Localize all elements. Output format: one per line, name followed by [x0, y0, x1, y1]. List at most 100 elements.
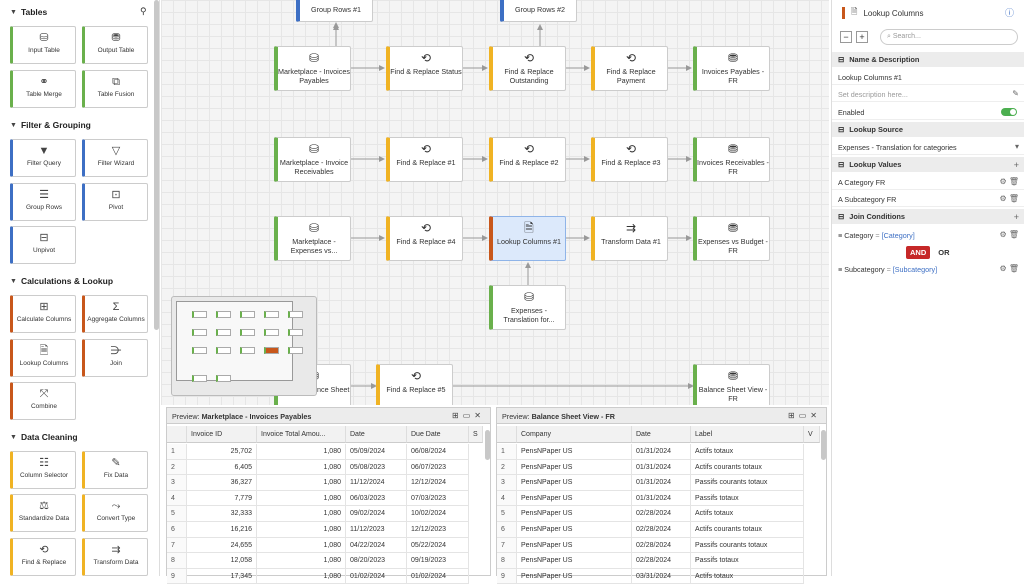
- tool-aggregate-columns[interactable]: Σ Aggregate Columns: [82, 295, 148, 333]
- section-lookup-source[interactable]: ⊟ Lookup Source: [832, 122, 1024, 137]
- column-header[interactable]: S: [469, 426, 483, 443]
- add-condition-icon[interactable]: +: [1013, 211, 1019, 222]
- table-cell: 05/22/2024: [407, 537, 469, 554]
- panel-search-input[interactable]: ⌕ Search...: [880, 29, 1018, 45]
- add-value-icon[interactable]: +: [1013, 159, 1019, 170]
- chevron-down-icon: ▾: [1014, 142, 1019, 151]
- lookup-value-row[interactable]: A Category FR ⚙ 🗑: [832, 174, 1024, 190]
- preview-right-header: Preview: Balance Sheet View - FR ⊞▭✕: [497, 408, 826, 424]
- node-balance-sheet-view-fr[interactable]: ⛃ Balance Sheet View - FR: [693, 364, 770, 405]
- and-button[interactable]: AND: [906, 246, 931, 259]
- node-invoices-receivables-fr[interactable]: ⛃ Invoices Receivables - FR: [693, 137, 770, 182]
- section-data-cleaning[interactable]: ▼ Data Cleaning: [10, 432, 78, 442]
- expand-all-button[interactable]: +: [856, 31, 868, 43]
- or-button[interactable]: OR: [938, 248, 950, 257]
- node-group-rows-2[interactable]: Group Rows #2: [500, 0, 577, 22]
- tool-table-fusion[interactable]: ⧉ Table Fusion: [82, 70, 148, 108]
- node-find-replace-2[interactable]: ⟲ Find & Replace #2: [489, 137, 566, 182]
- lookup-source-select[interactable]: Expenses - Translation for categories ▾: [832, 139, 1024, 155]
- lookup-value-row[interactable]: A Subcategory FR ⚙ 🗑: [832, 191, 1024, 207]
- section-calculations-lookup[interactable]: ▼ Calculations & Lookup: [10, 276, 113, 286]
- tool-combine[interactable]: ⤧ Combine: [10, 382, 76, 420]
- sidebar-scrollbar[interactable]: [154, 0, 159, 330]
- column-header[interactable]: V: [804, 426, 820, 443]
- tool-calculate-columns[interactable]: ⊞ Calculate Columns: [10, 295, 76, 333]
- gear-trash-icons[interactable]: ⚙ 🗑: [999, 230, 1019, 239]
- drag-handle-icon[interactable]: ≡: [838, 265, 843, 274]
- preview-right-scrollbar[interactable]: [821, 430, 826, 460]
- column-header[interactable]: Label: [691, 426, 804, 443]
- column-header[interactable]: [497, 426, 517, 443]
- tool-pivot[interactable]: ⊡ Pivot: [82, 183, 148, 221]
- node-expenses-translation-for[interactable]: ⛁ Expenses - Translation for...: [489, 285, 566, 330]
- column-header[interactable]: Company: [517, 426, 632, 443]
- drag-handle-icon[interactable]: ≡: [838, 231, 843, 240]
- node-find-replace-1[interactable]: ⟲ Find & Replace #1: [386, 137, 463, 182]
- node-group-rows-1[interactable]: Group Rows #1: [296, 0, 373, 22]
- tool-join[interactable]: ⋺ Join: [82, 339, 148, 377]
- gear-trash-icons[interactable]: ⚙ 🗑: [999, 264, 1019, 273]
- and-or-switch[interactable]: AND OR: [906, 246, 950, 259]
- column-header[interactable]: Date: [346, 426, 407, 443]
- section-filter-grouping[interactable]: ▼ Filter & Grouping: [10, 120, 91, 130]
- node-find-replace-5[interactable]: ⟲ Find & Replace #5: [376, 364, 453, 405]
- tool-column-selector[interactable]: ☷ Column Selector: [10, 451, 76, 489]
- tool-table-merge[interactable]: ⚭ Table Merge: [10, 70, 76, 108]
- lookup-value-label: Subcategory FR: [844, 195, 897, 204]
- collapse-all-button[interactable]: −: [840, 31, 852, 43]
- join-condition-row[interactable]: ≡ Subcategory = [Subcategory] ⚙ 🗑: [832, 261, 1024, 277]
- node-find-replace-payment[interactable]: ⟲ Find & Replace Payment: [591, 46, 668, 91]
- tool-input-table[interactable]: ⛁ Input Table: [10, 26, 76, 64]
- name-field[interactable]: Lookup Columns #1: [832, 69, 1024, 85]
- node-marketplace-expenses-vs[interactable]: ⛁ Marketplace - Expenses vs...: [274, 216, 351, 261]
- window-control-icons[interactable]: ⊞▭✕: [452, 411, 485, 420]
- minimap-node: [264, 347, 279, 354]
- tool-standardize-data[interactable]: ⚖ Standardize Data: [10, 494, 76, 532]
- table-cell: 01/31/2024: [632, 459, 691, 476]
- node-transform-data-1[interactable]: ⇉ Transform Data #1: [591, 216, 668, 261]
- column-header[interactable]: [167, 426, 187, 443]
- column-header[interactable]: Invoice ID: [187, 426, 257, 443]
- node-marketplace-invoice-receivables[interactable]: ⛁ Marketplace - Invoice Receivables: [274, 137, 351, 182]
- section-name-description[interactable]: ⊟ Name & Description: [832, 52, 1024, 67]
- tool-group-rows[interactable]: ☰ Group Rows: [10, 183, 76, 221]
- section-join-conditions[interactable]: ⊟ Join Conditions +: [832, 209, 1024, 224]
- node-invoices-payables-fr[interactable]: ⛃ Invoices Payables - FR: [693, 46, 770, 91]
- preview-left-scrollbar[interactable]: [485, 430, 490, 460]
- tool-output-table[interactable]: ⛃ Output Table: [82, 26, 148, 64]
- description-field[interactable]: Set description here... ✎: [832, 86, 1024, 102]
- join-condition-row[interactable]: ≡ Category = [Category] ⚙ 🗑: [832, 227, 1024, 243]
- section-tables[interactable]: ▼ Tables: [10, 7, 47, 17]
- tool-find-replace[interactable]: ⟲ Find & Replace: [10, 538, 76, 576]
- node-marketplace-invoices-payables[interactable]: ⛁ Marketplace - Invoices Payables: [274, 46, 351, 91]
- node-find-replace-status[interactable]: ⟲ Find & Replace Status: [386, 46, 463, 91]
- minimap-node: [216, 329, 231, 336]
- enabled-toggle[interactable]: [1001, 108, 1017, 116]
- tool-fix-data[interactable]: ✎ Fix Data: [82, 451, 148, 489]
- section-lookup-values[interactable]: ⊟ Lookup Values +: [832, 157, 1024, 172]
- node-lookup-columns-1[interactable]: 🗎 Lookup Columns #1: [489, 216, 566, 261]
- tool-convert-type[interactable]: ⤳ Convert Type: [82, 494, 148, 532]
- pin-icon[interactable]: ⚲: [140, 6, 147, 16]
- workflow-canvas[interactable]: Group Rows #1 Group Rows #2 ⛁ Marketplace -…: [161, 0, 829, 405]
- tool-lookup-columns[interactable]: 🗎 Lookup Columns: [10, 339, 76, 377]
- node-find-replace-outstanding[interactable]: ⟲ Find & Replace Outstanding: [489, 46, 566, 91]
- tool-filter-query[interactable]: ▼ Filter Query: [10, 139, 76, 177]
- column-header[interactable]: Date: [632, 426, 691, 443]
- table-cell: 12/12/2024: [407, 475, 469, 491]
- column-header[interactable]: Invoice Total Amou...: [257, 426, 346, 443]
- node-find-replace-3[interactable]: ⟲ Find & Replace #3: [591, 137, 668, 182]
- tool-transform-data[interactable]: ⇉ Transform Data: [82, 538, 148, 576]
- info-icon[interactable]: ⓘ: [1004, 8, 1014, 18]
- gear-trash-icons[interactable]: ⚙ 🗑: [999, 177, 1019, 186]
- column-header[interactable]: Due Date: [407, 426, 469, 443]
- column-icon: A: [838, 195, 843, 204]
- tool-unpivot[interactable]: ⊟ Unpivot: [10, 226, 76, 264]
- node-expenses-vs-budget-fr[interactable]: ⛃ Expenses vs Budget - FR: [693, 216, 770, 261]
- window-control-icons[interactable]: ⊞▭✕: [788, 411, 821, 420]
- tool-filter-wizard[interactable]: ▽ Filter Wizard: [82, 139, 148, 177]
- minimap[interactable]: [171, 296, 317, 396]
- gear-trash-icons[interactable]: ⚙ 🗑: [999, 194, 1019, 203]
- edit-icon[interactable]: ✎: [1012, 89, 1019, 98]
- node-find-replace-4[interactable]: ⟲ Find & Replace #4: [386, 216, 463, 261]
